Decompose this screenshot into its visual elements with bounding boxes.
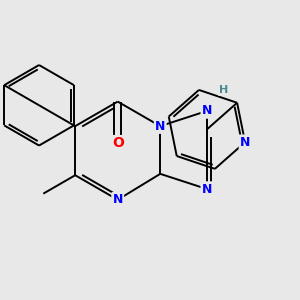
Text: N: N	[112, 193, 123, 206]
Text: N: N	[202, 104, 212, 118]
Text: N: N	[202, 182, 212, 196]
Text: O: O	[112, 136, 124, 150]
Text: N: N	[155, 120, 165, 133]
Text: H: H	[219, 85, 228, 95]
Text: N: N	[240, 136, 250, 149]
